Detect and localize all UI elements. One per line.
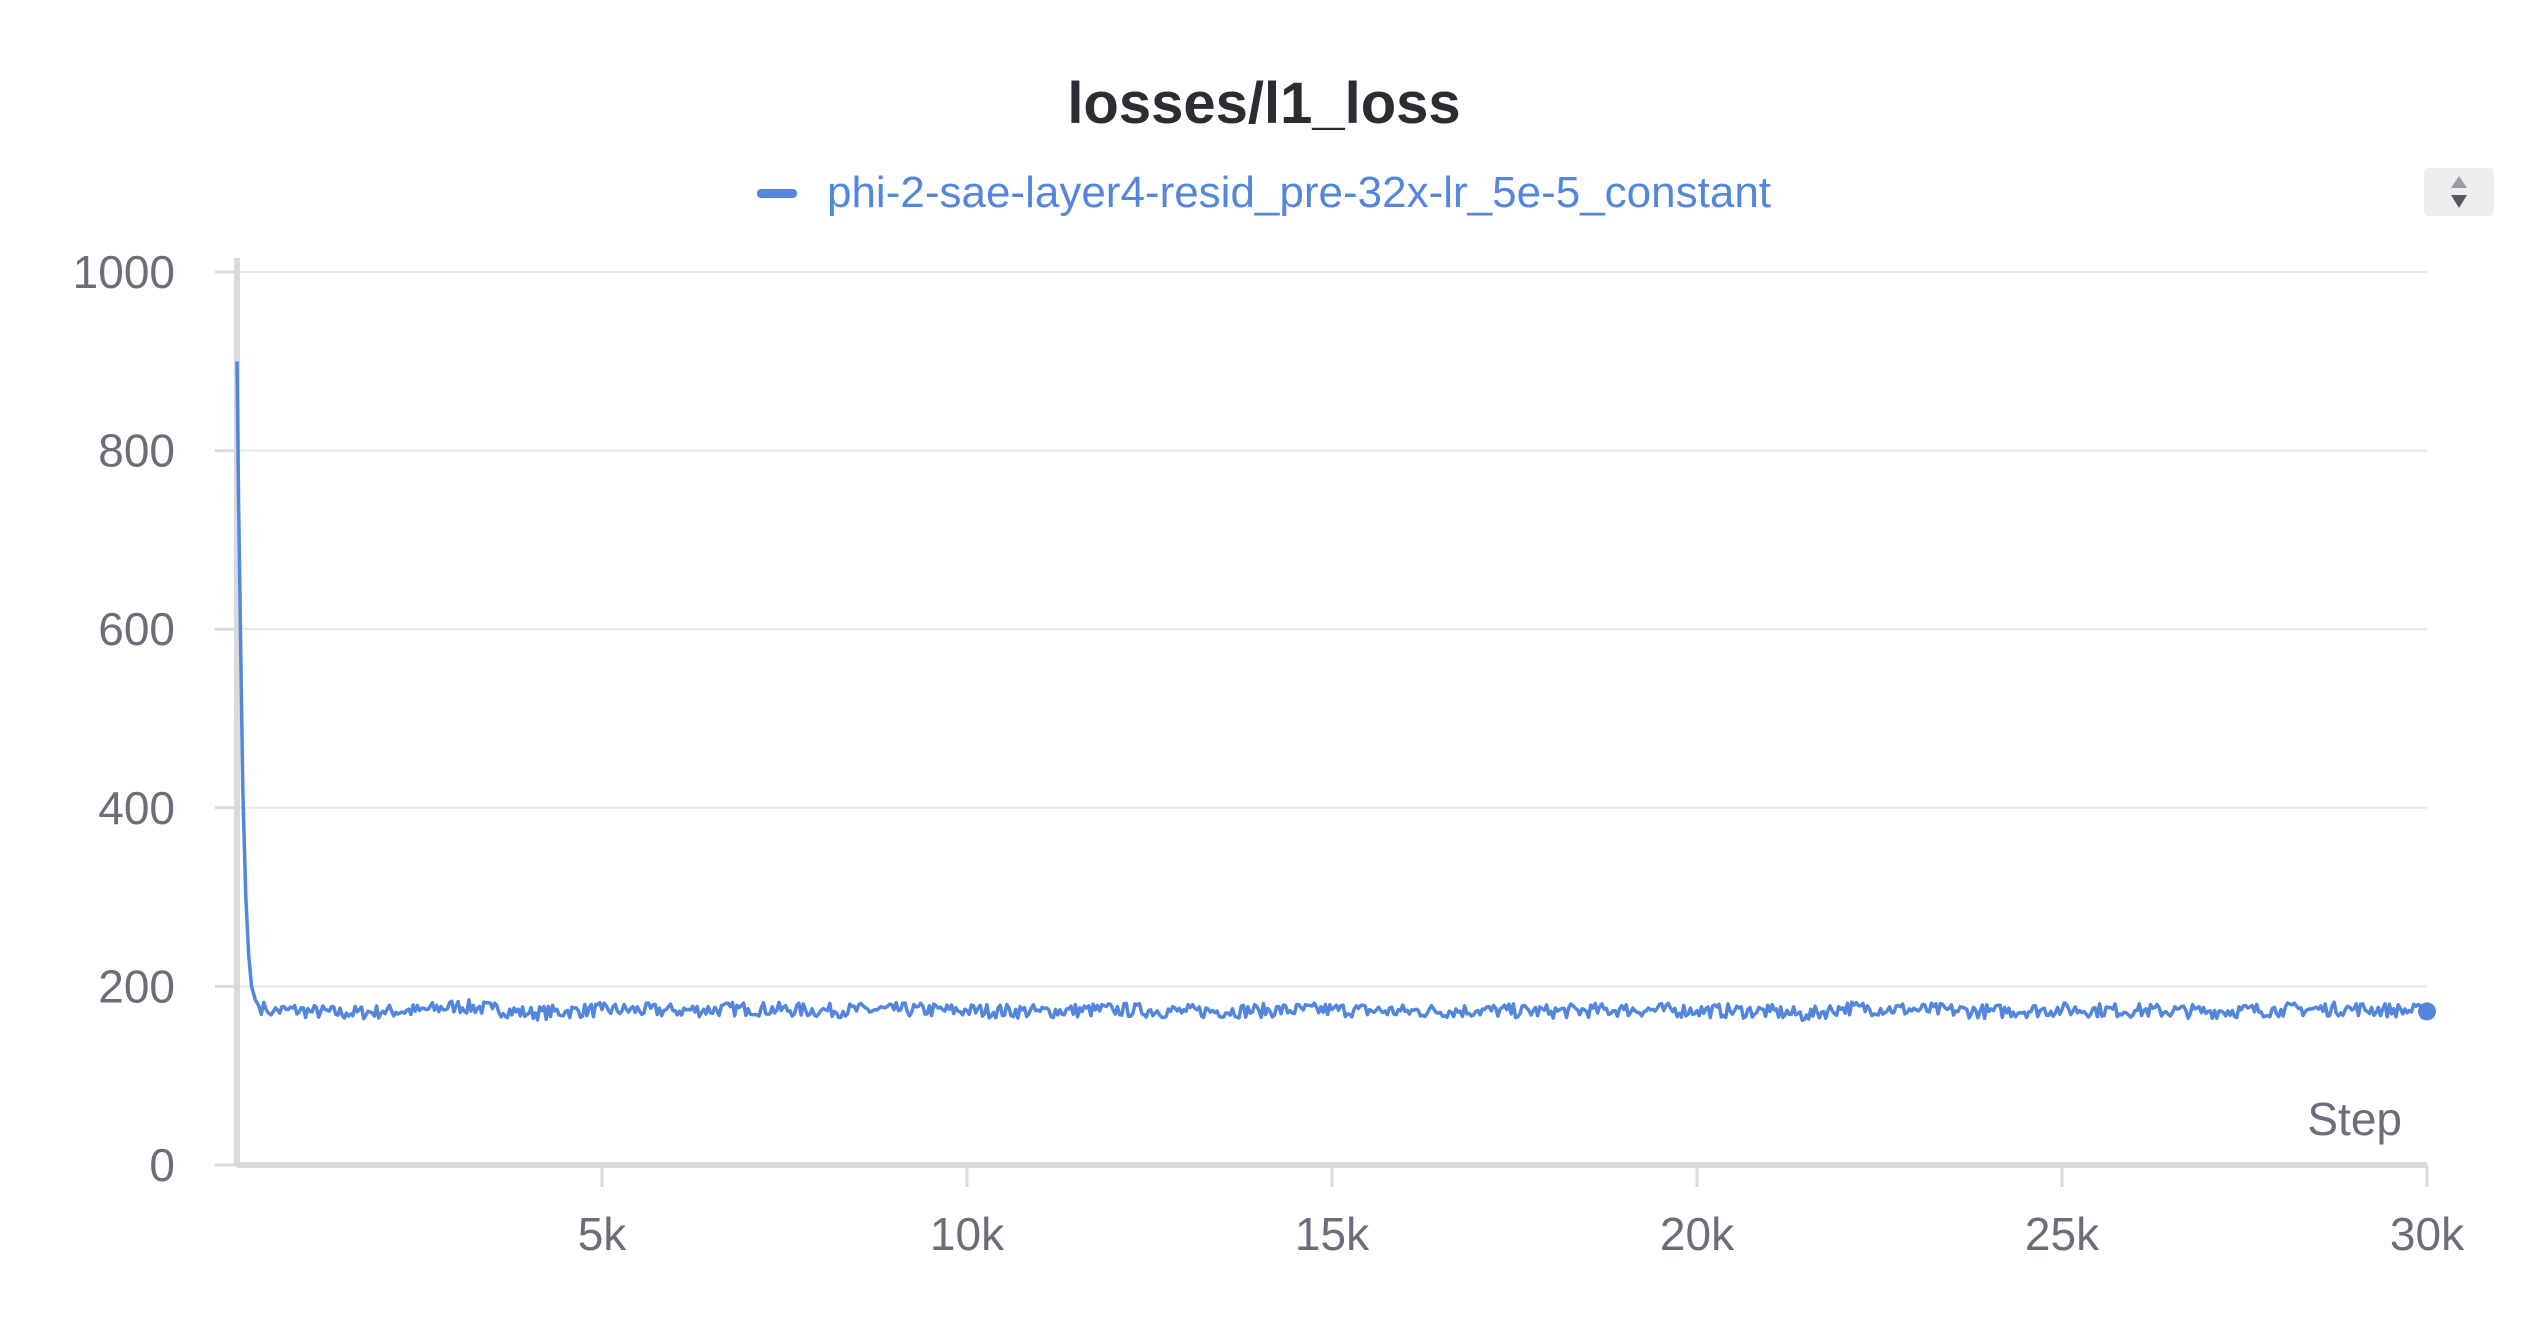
y-tick-label: 600 bbox=[98, 603, 175, 655]
grid-lines bbox=[237, 271, 2427, 988]
x-tick-label: 25k bbox=[2025, 1208, 2100, 1260]
legend-series-label[interactable]: phi-2-sae-layer4-resid_pre-32x-lr_5e-5_c… bbox=[826, 168, 1772, 217]
chart-title: losses/l1_loss bbox=[1067, 71, 1461, 136]
x-tick-label: 15k bbox=[1295, 1208, 1370, 1260]
series-end-point[interactable] bbox=[2418, 1002, 2436, 1021]
y-tick-label: 200 bbox=[98, 960, 175, 1012]
y-axis-ticks: 0 200 400 600 800 1000 bbox=[73, 246, 237, 1191]
series-line[interactable] bbox=[235, 361, 2429, 1022]
legend: phi-2-sae-layer4-resid_pre-32x-lr_5e-5_c… bbox=[0, 168, 2528, 218]
x-axis-ticks: 5k 10k 15k 20k 25k 30k bbox=[578, 1165, 2465, 1260]
y-tick-label: 0 bbox=[149, 1139, 175, 1191]
legend-scroll-control[interactable] bbox=[2424, 168, 2494, 216]
y-tick-label: 1000 bbox=[73, 246, 175, 298]
series-layer bbox=[235, 361, 2436, 1022]
x-tick-label: 20k bbox=[1660, 1208, 1735, 1260]
y-tick-label: 400 bbox=[98, 782, 175, 834]
x-tick-label: 30k bbox=[2390, 1208, 2465, 1260]
x-axis-title: Step bbox=[2307, 1093, 2402, 1145]
y-tick-label: 800 bbox=[98, 425, 175, 477]
x-tick-label: 5k bbox=[578, 1208, 628, 1260]
legend-swatch bbox=[756, 188, 797, 198]
x-tick-label: 10k bbox=[930, 1208, 1005, 1260]
sort-arrows-icon bbox=[2451, 176, 2467, 208]
